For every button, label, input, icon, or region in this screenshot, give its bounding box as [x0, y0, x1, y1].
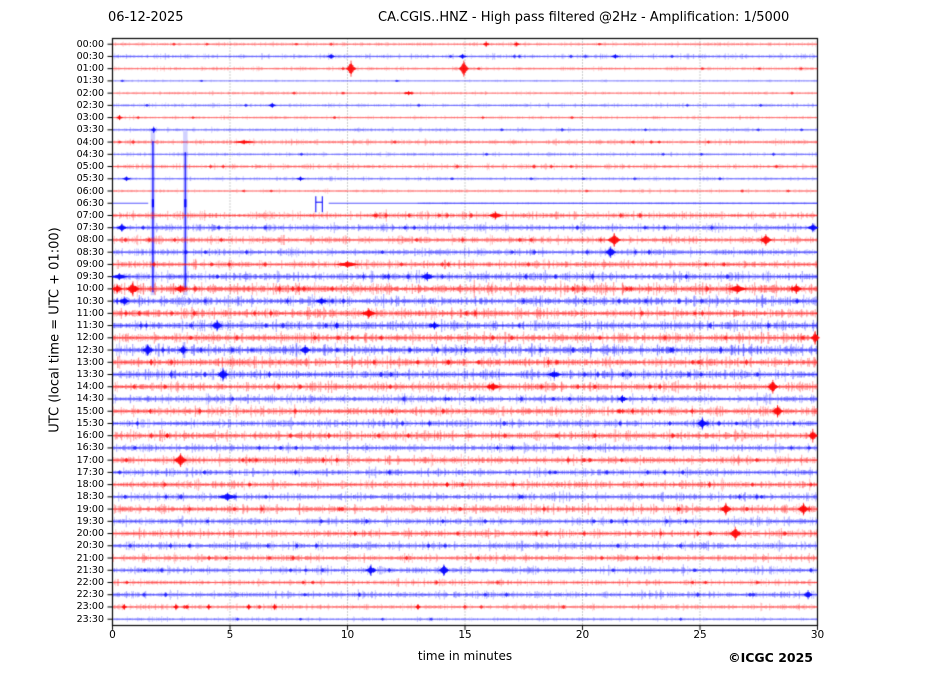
y-tick-label: 12:30: [76, 344, 104, 356]
y-tick-label: 02:00: [76, 87, 104, 99]
plot-title: CA.CGIS..HNZ - High pass filtered @2Hz -…: [378, 10, 790, 25]
y-tick-label: 16:00: [76, 430, 104, 442]
y-tick-label: 03:30: [76, 124, 104, 136]
y-tick-label: 13:30: [76, 369, 104, 381]
y-tick-label: 07:30: [76, 222, 104, 234]
y-tick-label: 22:00: [76, 576, 104, 588]
y-tick-label: 00:30: [76, 50, 104, 62]
y-tick-label: 15:30: [76, 417, 104, 429]
x-tick-label: 30: [810, 629, 825, 641]
y-tick-label: 19:00: [76, 503, 104, 515]
y-tick-label: 11:30: [76, 320, 104, 332]
y-tick-label: 04:00: [76, 136, 104, 148]
y-tick-label: 05:30: [76, 173, 104, 185]
x-tick-label: 10: [340, 629, 355, 641]
y-tick-label: 00:00: [76, 38, 104, 50]
y-tick-label: 07:00: [76, 209, 104, 221]
y-tick-label: 10:30: [76, 295, 104, 307]
y-tick-label: 22:30: [76, 589, 104, 601]
x-tick-label: 20: [575, 629, 590, 641]
x-tick-label: 0: [109, 629, 116, 641]
y-tick-label: 03:00: [76, 112, 104, 124]
y-tick-label: 17:00: [76, 454, 104, 466]
y-tick-label: 09:00: [76, 258, 104, 270]
x-tick-label: 5: [226, 629, 234, 641]
y-tick-label: 01:30: [76, 75, 104, 87]
copyright-notice: ©ICGC 2025: [728, 650, 813, 665]
y-tick-label: 12:00: [76, 332, 104, 344]
y-tick-label: 17:30: [76, 466, 104, 478]
y-tick-label: 13:00: [76, 356, 104, 368]
y-tick-label: 08:30: [76, 246, 104, 258]
y-tick-label: 18:00: [76, 479, 104, 491]
y-tick-label: 11:00: [76, 307, 104, 319]
y-tick-label: 21:30: [76, 564, 104, 576]
y-tick-label: 20:30: [76, 540, 104, 552]
x-tick-label: 25: [693, 629, 707, 641]
y-tick-label: 18:30: [76, 491, 104, 503]
header-date: 06-12-2025: [108, 10, 184, 25]
y-tick-label: 21:00: [76, 552, 104, 564]
y-tick-label: 23:00: [76, 601, 104, 613]
y-tick-label: 06:30: [76, 197, 104, 209]
y-tick-label: 06:00: [76, 185, 104, 197]
y-tick-label: 05:00: [76, 161, 104, 173]
y-tick-label: 19:30: [76, 515, 104, 527]
y-tick-label: 15:00: [76, 405, 104, 417]
x-tick-label: 15: [458, 629, 472, 641]
y-tick-label: 04:30: [76, 148, 104, 160]
y-tick-label: 08:00: [76, 234, 104, 246]
y-tick-label: 16:30: [76, 442, 104, 454]
y-tick-label: 14:00: [76, 381, 104, 393]
y-tick-label: 09:30: [76, 271, 104, 283]
x-axis-label: time in minutes: [417, 649, 513, 663]
y-tick-label: 23:30: [76, 613, 104, 625]
y-tick-label: 01:00: [76, 63, 104, 75]
y-tick-label: 20:00: [76, 528, 104, 540]
y-tick-label: 14:30: [76, 393, 104, 405]
y-tick-label: 02:30: [76, 99, 104, 111]
y-tick-label: 10:00: [76, 283, 104, 295]
